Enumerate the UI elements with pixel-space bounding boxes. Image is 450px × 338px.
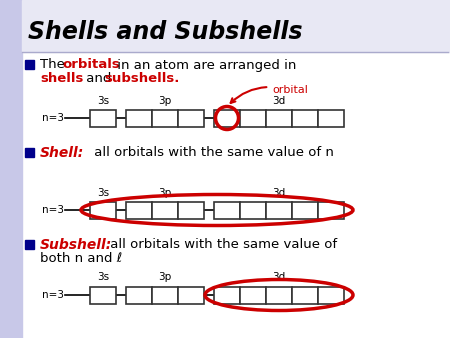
Bar bbox=[318, 201, 344, 218]
Bar bbox=[25, 148, 34, 157]
Text: 3d: 3d bbox=[272, 96, 286, 105]
Text: 3d: 3d bbox=[272, 272, 286, 283]
Bar bbox=[240, 110, 266, 126]
Text: subshells.: subshells. bbox=[104, 72, 180, 86]
Bar bbox=[266, 110, 292, 126]
Bar bbox=[126, 201, 152, 218]
Bar bbox=[240, 201, 266, 218]
Bar bbox=[90, 287, 116, 304]
Bar bbox=[318, 110, 344, 126]
Text: 3d: 3d bbox=[272, 188, 286, 197]
Bar bbox=[214, 110, 240, 126]
Text: 3p: 3p bbox=[158, 272, 171, 283]
Bar bbox=[90, 110, 116, 126]
Bar bbox=[25, 240, 34, 249]
Bar bbox=[292, 110, 318, 126]
Text: n=3: n=3 bbox=[42, 290, 64, 300]
Text: 3s: 3s bbox=[97, 188, 109, 197]
Text: orbital: orbital bbox=[231, 85, 308, 103]
Text: Shell:: Shell: bbox=[40, 146, 84, 160]
Bar bbox=[266, 287, 292, 304]
Text: 3p: 3p bbox=[158, 188, 171, 197]
Bar bbox=[318, 287, 344, 304]
Text: 3s: 3s bbox=[97, 96, 109, 105]
Text: The: The bbox=[40, 58, 69, 72]
Bar bbox=[25, 60, 34, 69]
Text: orbitals: orbitals bbox=[62, 58, 120, 72]
Bar bbox=[240, 287, 266, 304]
Bar bbox=[214, 201, 240, 218]
Text: both n and ℓ: both n and ℓ bbox=[40, 252, 122, 266]
Bar bbox=[292, 287, 318, 304]
Text: and: and bbox=[82, 72, 116, 86]
Text: 3p: 3p bbox=[158, 96, 171, 105]
Text: shells: shells bbox=[40, 72, 83, 86]
Text: Shells and Subshells: Shells and Subshells bbox=[28, 20, 302, 44]
Text: all orbitals with the same value of: all orbitals with the same value of bbox=[106, 239, 337, 251]
Text: n=3: n=3 bbox=[42, 205, 64, 215]
Bar bbox=[292, 201, 318, 218]
Bar bbox=[214, 287, 240, 304]
Bar bbox=[152, 201, 178, 218]
Bar bbox=[152, 287, 178, 304]
Text: all orbitals with the same value of n: all orbitals with the same value of n bbox=[90, 146, 334, 160]
Bar bbox=[152, 110, 178, 126]
Bar bbox=[0, 0, 22, 338]
Text: n=3: n=3 bbox=[42, 113, 64, 123]
Text: 3s: 3s bbox=[97, 272, 109, 283]
Bar bbox=[178, 201, 204, 218]
Bar bbox=[126, 287, 152, 304]
Bar bbox=[22, 0, 450, 52]
Bar bbox=[266, 201, 292, 218]
Text: Subshell:: Subshell: bbox=[40, 238, 112, 252]
Bar bbox=[126, 110, 152, 126]
Bar bbox=[178, 110, 204, 126]
Bar bbox=[178, 287, 204, 304]
Bar bbox=[90, 201, 116, 218]
Text: in an atom are arranged in: in an atom are arranged in bbox=[113, 58, 297, 72]
